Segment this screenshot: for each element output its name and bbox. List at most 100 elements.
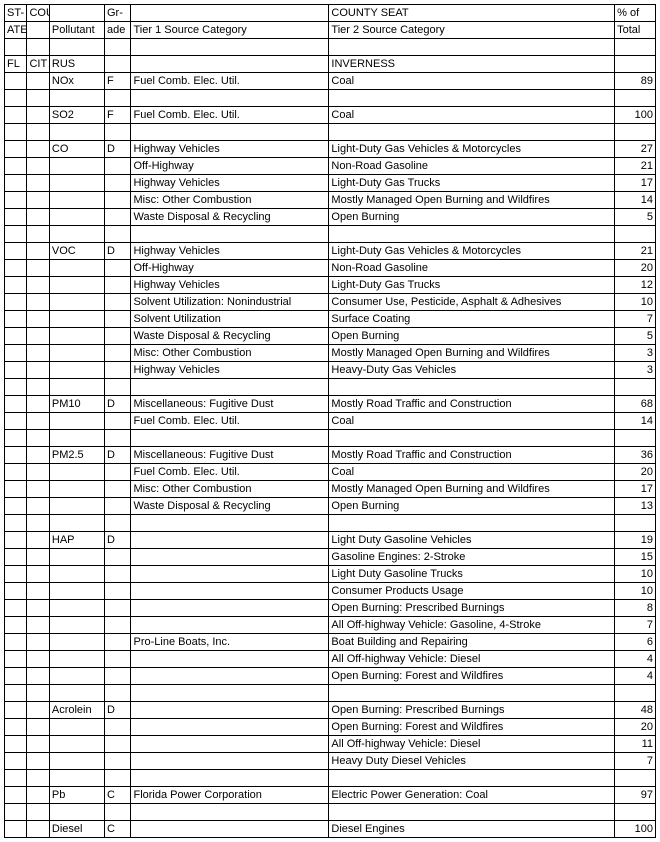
cell [5, 141, 27, 158]
cell: PM10 [49, 396, 104, 413]
table-row: Highway VehiclesHeavy-Duty Gas Vehicles3 [5, 362, 656, 379]
cell: Consumer Use, Pesticide, Asphalt & Adhes… [329, 294, 615, 311]
cell [27, 396, 49, 413]
cell: Open Burning: Forest and Wildfires [329, 668, 615, 685]
cell [27, 668, 49, 685]
table-row: Waste Disposal & RecyclingOpen Burning5 [5, 328, 656, 345]
cell [5, 549, 27, 566]
cell: Open Burning: Forest and Wildfires [329, 719, 615, 736]
cell [49, 362, 104, 379]
cell: Light-Duty Gas Trucks [329, 175, 615, 192]
cell: Fuel Comb. Elec. Util. [131, 413, 329, 430]
cell [615, 685, 656, 702]
cell: Highway Vehicles [131, 175, 329, 192]
table-row: PM10DMiscellaneous: Fugitive DustMostly … [5, 396, 656, 413]
table-row: Highway VehiclesLight-Duty Gas Trucks12 [5, 277, 656, 294]
cell: Gr- [104, 5, 131, 22]
cell [131, 5, 329, 22]
cell: Diesel [49, 821, 104, 838]
cell [49, 39, 104, 56]
cell: Diesel Engines [329, 821, 615, 838]
table-row: Heavy Duty Diesel Vehicles7 [5, 753, 656, 770]
cell: Open Burning [329, 498, 615, 515]
cell: Highway Vehicles [131, 243, 329, 260]
cell [104, 600, 131, 617]
cell [27, 532, 49, 549]
cell [104, 175, 131, 192]
cell [104, 39, 131, 56]
table-row: Misc: Other CombustionMostly Managed Ope… [5, 192, 656, 209]
cell [49, 311, 104, 328]
cell: 10 [615, 566, 656, 583]
cell [5, 736, 27, 753]
cell [49, 158, 104, 175]
cell: 12 [615, 277, 656, 294]
cell [5, 617, 27, 634]
table-row: HAPDLight Duty Gasoline Vehicles19 [5, 532, 656, 549]
cell: 7 [615, 311, 656, 328]
cell [49, 379, 104, 396]
cell [5, 209, 27, 226]
table-row: All Off-highway Vehicle: Diesel4 [5, 651, 656, 668]
cell [27, 260, 49, 277]
cell: 5 [615, 328, 656, 345]
cell [329, 515, 615, 532]
cell [27, 583, 49, 600]
cell [49, 260, 104, 277]
cell: 13 [615, 498, 656, 515]
table-row: Pro-Line Boats, Inc.Boat Building and Re… [5, 634, 656, 651]
cell [131, 685, 329, 702]
cell: Waste Disposal & Recycling [131, 498, 329, 515]
cell [49, 175, 104, 192]
cell: C [104, 821, 131, 838]
cell [329, 124, 615, 141]
cell [104, 56, 131, 73]
cell: Coal [329, 413, 615, 430]
cell: D [104, 243, 131, 260]
cell: Heavy Duty Diesel Vehicles [329, 753, 615, 770]
cell [49, 345, 104, 362]
cell [27, 413, 49, 430]
cell: D [104, 396, 131, 413]
table-row: Waste Disposal & RecyclingOpen Burning5 [5, 209, 656, 226]
cell [27, 277, 49, 294]
cell [5, 566, 27, 583]
table-row: CODHighway VehiclesLight-Duty Gas Vehicl… [5, 141, 656, 158]
cell [27, 141, 49, 158]
cell: 17 [615, 481, 656, 498]
cell [5, 532, 27, 549]
cell [104, 311, 131, 328]
cell [27, 430, 49, 447]
cell: 17 [615, 175, 656, 192]
cell [27, 702, 49, 719]
cell: INVERNESS [329, 56, 615, 73]
cell: 11 [615, 736, 656, 753]
table-row [5, 379, 656, 396]
cell [5, 600, 27, 617]
cell: Mostly Road Traffic and Construction [329, 396, 615, 413]
cell: 20 [615, 260, 656, 277]
cell [5, 821, 27, 838]
cell [104, 685, 131, 702]
cell: 3 [615, 345, 656, 362]
table-row: Open Burning: Forest and Wildfires20 [5, 719, 656, 736]
cell: Total [615, 22, 656, 39]
cell [131, 566, 329, 583]
cell [27, 685, 49, 702]
cell [104, 668, 131, 685]
cell [27, 651, 49, 668]
cell: ST- [5, 5, 27, 22]
table-row: ATEPollutantadeTier 1 Source CategoryTie… [5, 22, 656, 39]
cell: CIT [27, 56, 49, 73]
table-row: Solvent UtilizationSurface Coating7 [5, 311, 656, 328]
cell: 20 [615, 719, 656, 736]
cell [49, 600, 104, 617]
cell: Open Burning [329, 328, 615, 345]
cell: Heavy-Duty Gas Vehicles [329, 362, 615, 379]
cell [27, 311, 49, 328]
cell [27, 498, 49, 515]
cell: Light Duty Gasoline Trucks [329, 566, 615, 583]
cell: ade [104, 22, 131, 39]
cell [27, 770, 49, 787]
cell [5, 498, 27, 515]
